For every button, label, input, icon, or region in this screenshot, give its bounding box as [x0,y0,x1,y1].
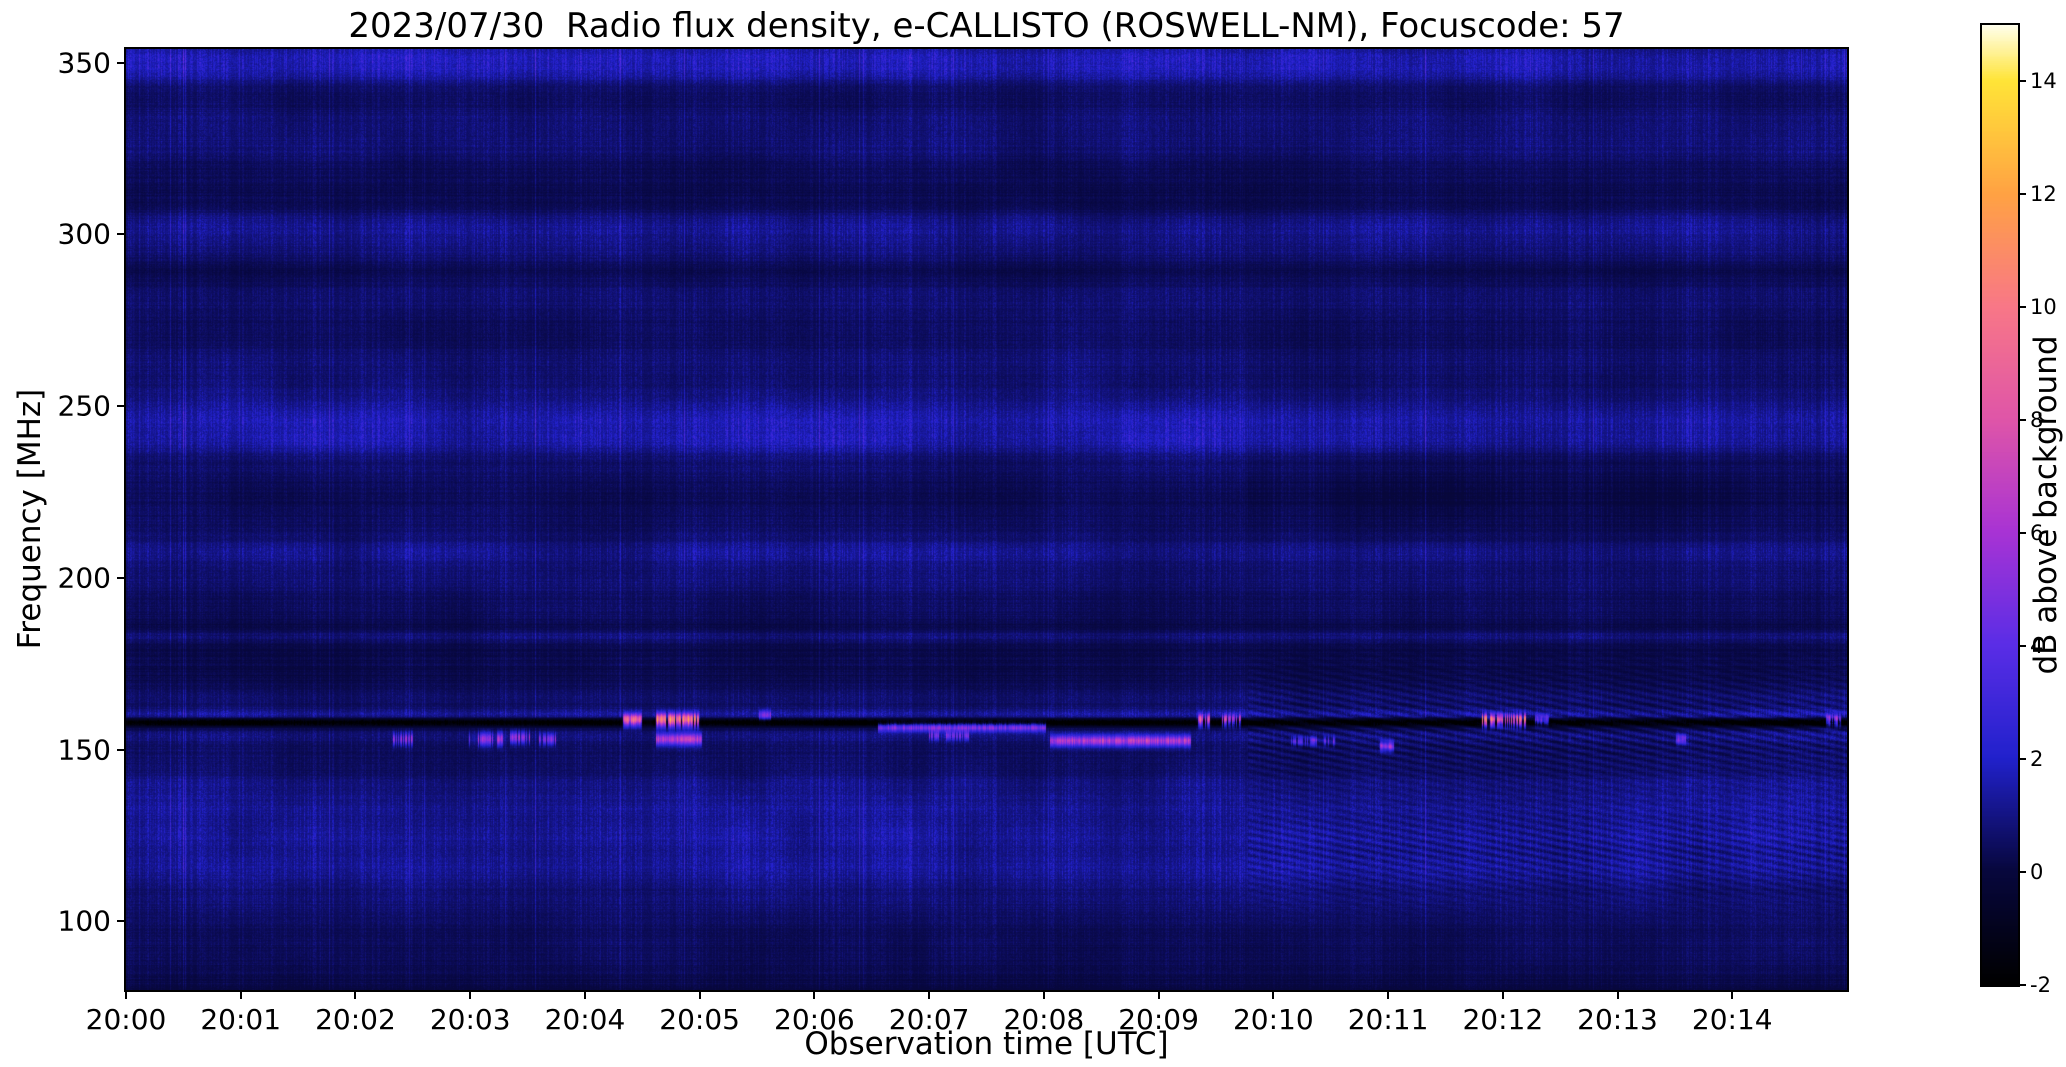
y-tick-label: 100 [57,904,111,938]
x-tick-mark [125,990,127,999]
colorbar-tick-mark [2018,984,2026,986]
y-tick-label: 150 [57,733,111,767]
y-tick-mark [117,233,126,236]
spectrogram-canvas [126,49,1847,990]
x-tick-mark [1157,990,1160,999]
x-tick-label: 20:08 [1003,1003,1085,1036]
x-tick-label: 20:10 [1232,1003,1314,1036]
x-tick-mark [1731,990,1734,999]
y-tick-label: 250 [57,389,111,423]
chart-title: 2023/07/30 Radio flux density, e-CALLIST… [348,6,1625,46]
colorbar-tick-mark [2018,80,2026,83]
x-tick-label: 20:13 [1577,1003,1658,1036]
x-tick-mark [698,990,701,999]
y-tick-label: 300 [57,217,111,251]
x-axis-label: Observation time [UTC] [804,1026,1169,1062]
x-tick-mark [583,990,586,999]
y-tick-mark [117,920,126,923]
colorbar-tick-mark [2018,306,2026,309]
x-tick-label: 20:12 [1462,1003,1544,1036]
colorbar-tick-label: 8 [2030,408,2044,433]
x-tick-label: 20:02 [315,1003,396,1036]
x-tick-label: 20:07 [888,1003,970,1036]
y-tick-mark [117,748,126,751]
x-tick-label: 20:14 [1691,1003,1773,1036]
colorbar-tick-label: 0 [2030,860,2044,885]
y-tick-label: 350 [57,46,111,80]
colorbar-tick-label: 4 [2030,634,2044,659]
x-tick-label: 20:03 [429,1003,511,1036]
x-tick-mark [813,990,816,999]
y-tick-mark [117,405,126,408]
x-tick-mark [354,990,357,999]
x-tick-label: 20:06 [774,1003,855,1036]
colorbar-tick-label: -2 [2030,973,2051,997]
colorbar-tick-label: 10 [2030,295,2057,320]
colorbar-tick-mark [2018,645,2026,648]
colorbar-tick-label: 12 [2030,182,2057,207]
x-tick-label: 20:11 [1347,1003,1429,1036]
x-tick-label: 20:01 [200,1003,282,1036]
colorbar-tick-mark [2018,193,2026,196]
x-tick-mark [1616,990,1619,999]
colorbar-tick-label: 14 [2030,69,2057,94]
colorbar-tick-mark [2018,532,2026,535]
colorbar-tick-label: 2 [2030,747,2044,772]
x-tick-label: 20:05 [659,1003,741,1036]
x-tick-mark [1501,990,1504,999]
colorbar-tick-mark [2018,871,2026,874]
colorbar-canvas [1982,25,2018,985]
colorbar-tick-mark [2018,758,2026,761]
x-tick-mark [928,990,931,999]
y-tick-mark [117,61,126,64]
x-tick-mark [469,990,472,999]
x-tick-label: 20:09 [1118,1003,1199,1036]
x-tick-mark [1042,990,1045,999]
x-tick-label: 20:00 [85,1003,167,1036]
colorbar-tick-label: 6 [2030,521,2044,546]
x-tick-mark [1387,990,1390,999]
colorbar-tick-mark [2018,419,2026,422]
y-tick-mark [117,576,126,579]
x-tick-mark [1272,990,1275,999]
y-tick-label: 200 [57,561,111,595]
x-tick-label: 20:04 [544,1003,626,1036]
x-tick-mark [239,990,242,999]
